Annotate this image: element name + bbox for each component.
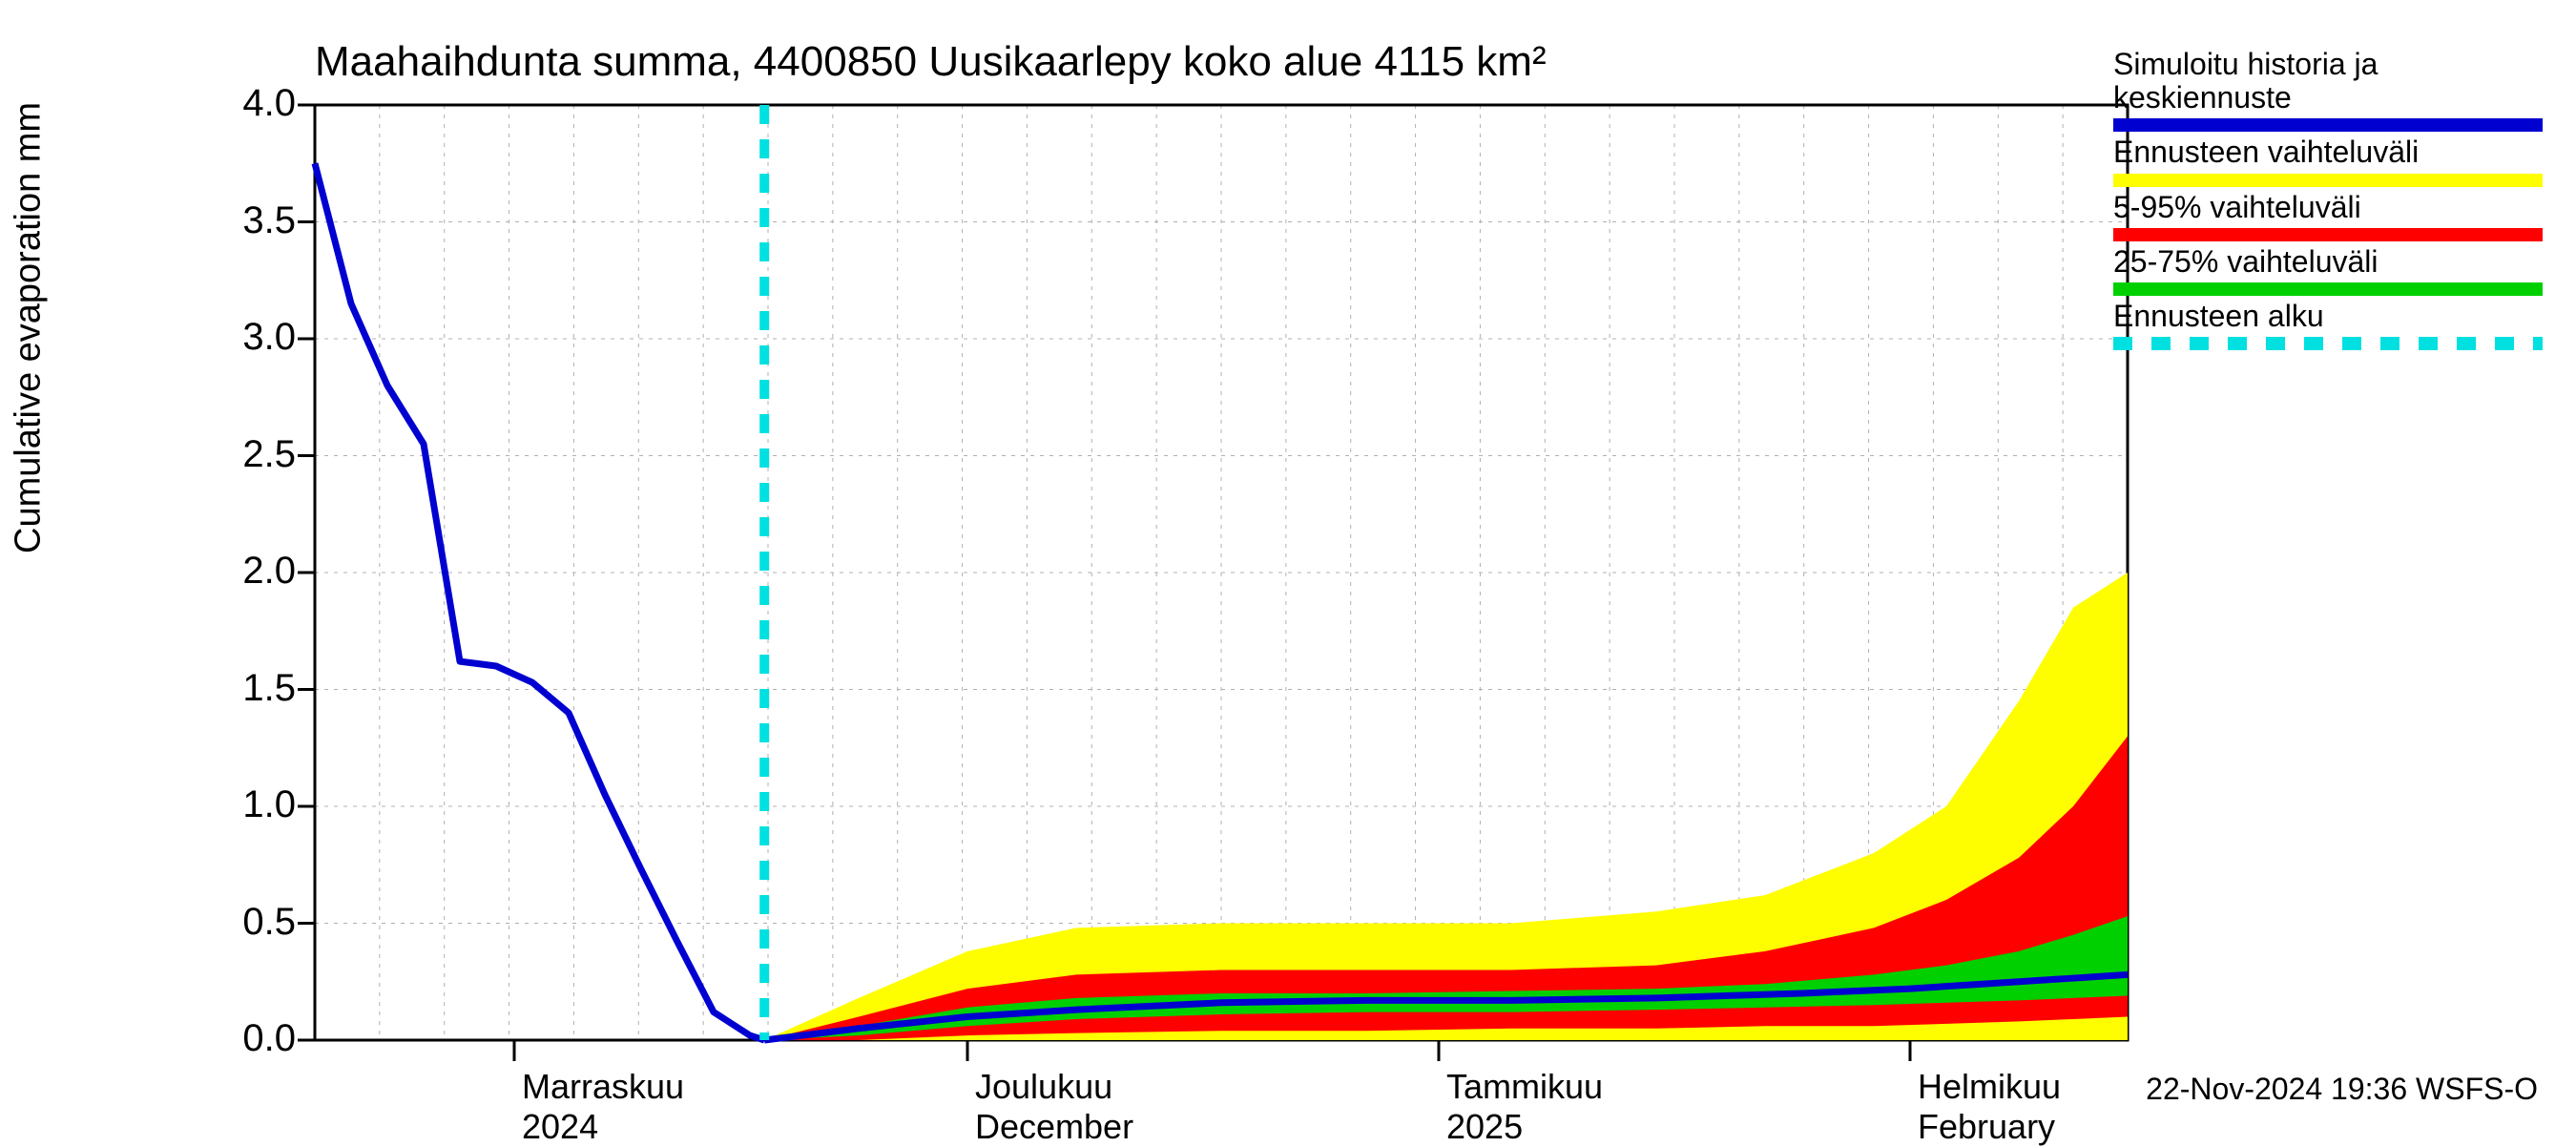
legend-label: Ennusteen alku xyxy=(2113,300,2543,333)
y-tick-label: 2.0 xyxy=(200,550,296,593)
legend-item: 25-75% vaihteluväli xyxy=(2113,245,2543,296)
legend-label: 25-75% vaihteluväli xyxy=(2113,245,2543,279)
y-tick-label: 1.0 xyxy=(200,783,296,826)
chart-container: Maahaihdunta summa, 4400850 Uusikaarlepy… xyxy=(0,0,2576,1145)
legend-label: 5-95% vaihteluväli xyxy=(2113,191,2543,224)
legend-swatch xyxy=(2113,282,2543,296)
y-tick-label: 0.5 xyxy=(200,901,296,944)
y-tick-label: 2.5 xyxy=(200,433,296,476)
legend: Simuloitu historia ja keskiennuste Ennust… xyxy=(2113,48,2543,354)
x-tick-label-top: Joulukuu xyxy=(975,1067,1112,1107)
y-tick-label: 3.5 xyxy=(200,199,296,242)
legend-swatch xyxy=(2113,118,2543,132)
legend-swatch xyxy=(2113,228,2543,241)
legend-item: Ennusteen alku xyxy=(2113,300,2543,350)
legend-item: Simuloitu historia ja keskiennuste xyxy=(2113,48,2543,132)
x-tick-label-bottom: 2024 xyxy=(522,1107,598,1147)
x-tick-label-top: Helmikuu xyxy=(1918,1067,2061,1107)
legend-item: Ennusteen vaihteluväli xyxy=(2113,136,2543,186)
x-tick-label-top: Tammikuu xyxy=(1446,1067,1603,1107)
x-tick-label-top: Marraskuu xyxy=(522,1067,684,1107)
x-tick-label-bottom: February xyxy=(1918,1107,2055,1147)
legend-swatch xyxy=(2113,337,2543,350)
y-tick-label: 0.0 xyxy=(200,1017,296,1060)
y-tick-label: 3.0 xyxy=(200,316,296,359)
legend-swatch xyxy=(2113,174,2543,187)
y-tick-label: 1.5 xyxy=(200,667,296,710)
x-tick-label-bottom: December xyxy=(975,1107,1133,1147)
legend-label: Simuloitu historia ja keskiennuste xyxy=(2113,48,2543,115)
y-tick-label: 4.0 xyxy=(200,82,296,125)
chart-footer: 22-Nov-2024 19:36 WSFS-O xyxy=(2146,1072,2538,1107)
x-tick-label-bottom: 2025 xyxy=(1446,1107,1523,1147)
legend-item: 5-95% vaihteluväli xyxy=(2113,191,2543,241)
legend-label: Ennusteen vaihteluväli xyxy=(2113,136,2543,169)
